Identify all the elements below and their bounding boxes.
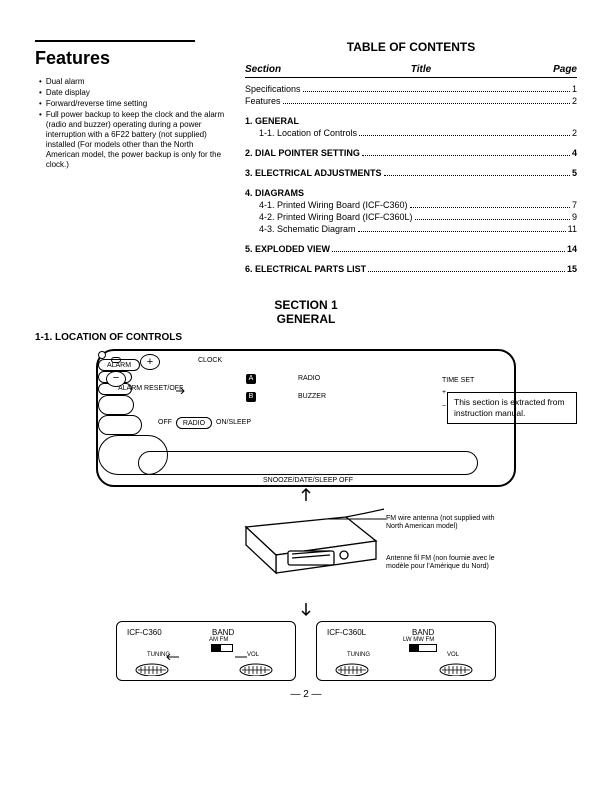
toc-section: 1. GENERAL bbox=[245, 116, 577, 126]
section-header: SECTION 1 GENERAL bbox=[35, 298, 577, 326]
antenna-note-fr: Antenne fil FM (non fournie avec le modè… bbox=[386, 555, 496, 572]
band-box-c360l: ICF-C360L BAND LW MW FM TUNING VOL bbox=[316, 621, 496, 681]
clock-led-icon bbox=[98, 351, 106, 359]
toc-section: 6. ELECTRICAL PARTS LIST15 bbox=[245, 264, 577, 274]
a-badge: A bbox=[246, 374, 256, 384]
toc-section: 5. EXPLODED VIEW14 bbox=[245, 244, 577, 254]
toc-col-title: Title bbox=[305, 64, 537, 75]
toc-subitem: 4-2. Printed Wiring Board (ICF-C360L)9 bbox=[245, 212, 577, 222]
off-label: OFF bbox=[158, 419, 172, 426]
mode-button bbox=[98, 415, 142, 435]
band-boxes: ICF-C360 BAND AM FM TUNING VOL ICF-C360L… bbox=[35, 621, 577, 681]
toc-subitem: 1-1. Location of Controls2 bbox=[245, 128, 577, 138]
toc-section: 4. DIAGRAMS bbox=[245, 188, 577, 198]
alarm-reset-button bbox=[98, 395, 134, 415]
band-box-c360: ICF-C360 BAND AM FM TUNING VOL bbox=[116, 621, 296, 681]
tuning-knob-icon bbox=[135, 660, 169, 676]
vol-arrow-icon bbox=[233, 654, 249, 660]
vol-knob-icon bbox=[439, 660, 473, 676]
snooze-bar: SNOOZE/DATE/SLEEP OFF bbox=[138, 451, 478, 475]
radio-perspective: FM wire antenna (not supplied with North… bbox=[96, 507, 516, 603]
antenna-note-en: FM wire antenna (not supplied with North… bbox=[386, 515, 496, 532]
alarm-reset-label: ALARM RESET/OFF bbox=[118, 385, 183, 392]
toc-col-page: Page bbox=[537, 64, 577, 75]
features-title: Features bbox=[35, 48, 225, 69]
band-switch bbox=[211, 644, 233, 652]
clock-label: CLOCK bbox=[198, 357, 222, 364]
buzzer-label: BUZZER bbox=[298, 393, 326, 400]
radio-mode-pill: RADIO bbox=[176, 417, 212, 429]
antenna-leader-icon bbox=[328, 515, 386, 523]
location-of-controls-title: 1-1. LOCATION OF CONTROLS bbox=[35, 332, 577, 343]
b-badge: B bbox=[246, 392, 256, 402]
timeset-label: TIME SET bbox=[442, 377, 474, 384]
toc-col-section: Section bbox=[245, 64, 305, 75]
control-panel-diagram: CLOCK ALARM A RADIO B BUZZER ALARM RESET… bbox=[96, 349, 516, 487]
toc-column: TABLE OF CONTENTS Section Title Page Spe… bbox=[245, 40, 577, 276]
features-column: Features Dual alarm Date display Forward… bbox=[35, 40, 225, 276]
toc-heading: TABLE OF CONTENTS bbox=[245, 40, 577, 54]
toc-section: 3. ELECTRICAL ADJUSTMENTS5 bbox=[245, 168, 577, 178]
page-number: — 2 — bbox=[35, 689, 577, 700]
onsleep-label: ON/SLEEP bbox=[216, 419, 251, 426]
link-arrow-up-icon bbox=[298, 487, 314, 501]
toc-subitem: 4-1. Printed Wiring Board (ICF-C360)7 bbox=[245, 200, 577, 210]
features-list: Dual alarm Date display Forward/reverse … bbox=[35, 77, 225, 170]
vol-knob-icon bbox=[239, 660, 273, 676]
tuning-arrow-icon bbox=[165, 654, 181, 660]
tuning-knob-icon bbox=[335, 660, 369, 676]
band-switch bbox=[409, 644, 437, 652]
radio-label: RADIO bbox=[298, 375, 320, 382]
arrow-right-icon bbox=[176, 388, 186, 394]
toc-section: 2. DIAL POINTER SETTING4 bbox=[245, 148, 577, 158]
link-arrow-down-icon bbox=[298, 603, 314, 617]
toc-subitem: 4-3. Schematic Diagram11 bbox=[245, 224, 577, 234]
